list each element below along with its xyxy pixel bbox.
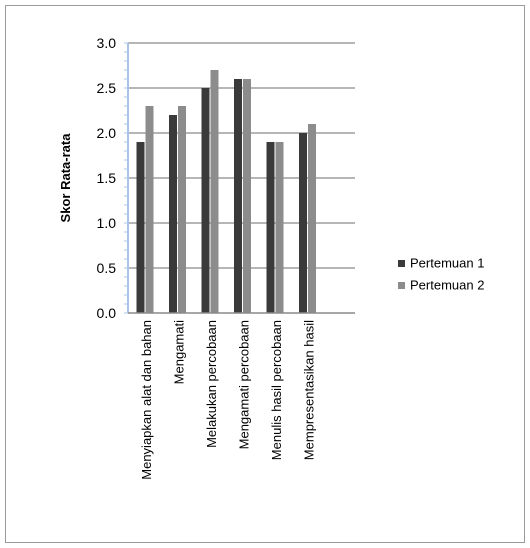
y-tick-label: 0.0 [97,305,117,321]
bar-2 [243,79,251,313]
bar-1 [299,133,307,313]
category-label: Melakukan percobaan [204,320,219,448]
bar-1 [266,142,275,313]
bars [136,70,316,313]
y-tick-label: 2.0 [97,125,117,141]
bar-1 [169,115,177,313]
chart-frame [5,5,525,543]
y-tick-label: 1.0 [97,215,117,231]
y-tick-label: 3.0 [97,35,117,51]
bar-2 [275,142,284,313]
y-tick-label: 2.5 [97,80,117,96]
bar-2 [145,106,154,313]
axes [124,42,355,314]
legend-label: Pertemuan 2 [410,278,484,293]
category-label: Mengamati percobaan [237,320,252,449]
category-label: Menulis hasil percobaan [269,320,284,460]
y-axis-title: Skor Rata-rata [58,133,73,223]
bar-1 [234,79,242,313]
category-label: Menyiapkan alat dan bahan [139,320,154,480]
legend-label: Pertemuan 1 [410,256,484,271]
y-tick-label: 1.5 [97,170,117,186]
bar-2 [308,124,316,313]
legend-swatch [398,260,405,267]
category-labels: Menyiapkan alat dan bahan Mengamati Melaku… [139,320,317,480]
y-tick-labels: 0.0 0.5 1.0 1.5 2.0 2.5 3.0 [97,35,117,321]
legend: Pertemuan 1 Pertemuan 2 [398,256,484,293]
category-label: Mempresentasikan hasil [302,320,317,460]
bar-1 [136,142,145,313]
bar-1 [201,88,210,313]
bar-2 [210,70,219,313]
y-tick-label: 0.5 [97,260,117,276]
category-label: Mengamati [172,320,187,384]
legend-swatch [398,282,405,289]
bar-2 [178,106,186,313]
